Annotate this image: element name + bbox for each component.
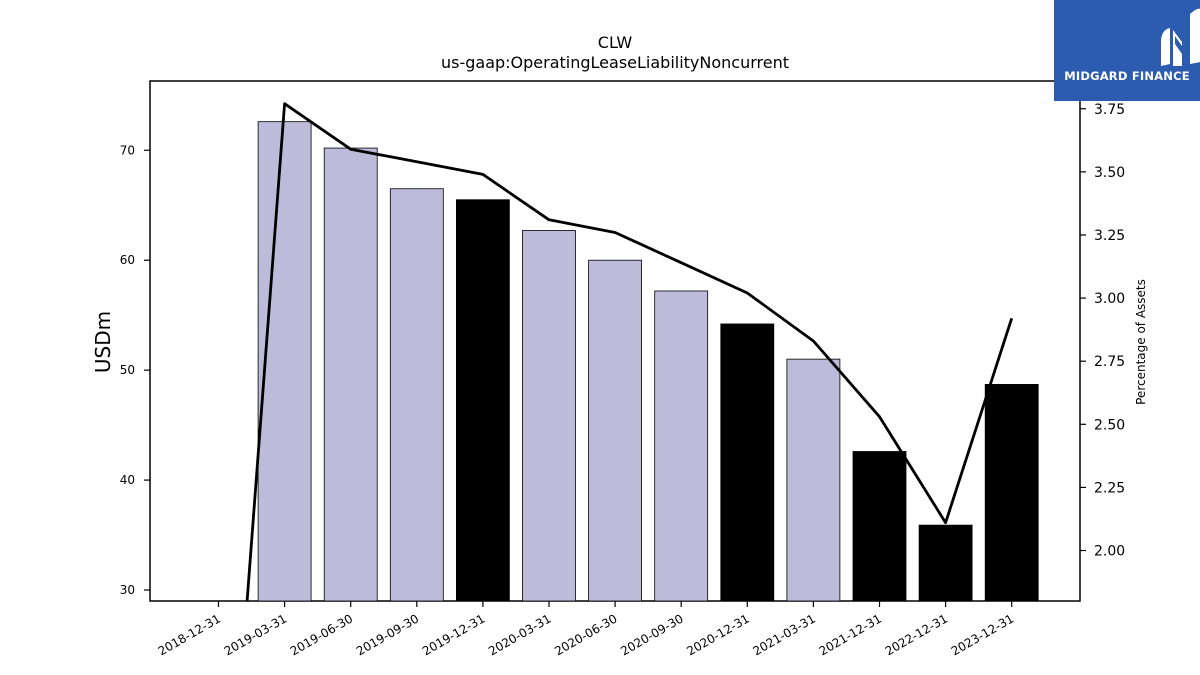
y2-tick-label: 2.50: [1094, 417, 1125, 433]
y-tick-label: 50: [120, 363, 135, 377]
brand-logo: MIDGARD FINANCE: [1054, 0, 1200, 101]
x-tick-label: 2020-06-30: [552, 611, 619, 658]
x-tick-label: 2020-03-31: [486, 611, 553, 658]
x-tick-label: 2022-12-31: [883, 611, 950, 658]
x-tick-label: 2019-12-31: [420, 611, 487, 658]
x-tick-label: 2021-12-31: [817, 611, 884, 658]
y2-tick-label: 2.25: [1094, 480, 1125, 496]
bar-2021-03-31: [786, 358, 841, 602]
x-tick-label: 2019-09-30: [354, 611, 421, 658]
y2-tick-label: 2.00: [1094, 544, 1125, 560]
midgard-m-logo-icon: [1161, 8, 1200, 66]
y-tick-label: 30: [120, 583, 135, 597]
x-tick-label: 2019-03-31: [222, 611, 289, 658]
bar-2023-12-31: [984, 384, 1039, 602]
chart-title: CLW: [597, 33, 633, 52]
x-tick-label: 2020-12-31: [684, 611, 751, 658]
y2-tick-label: 3.00: [1094, 291, 1125, 307]
bar-2022-12-31: [918, 524, 973, 602]
y-tick-label: 70: [120, 143, 135, 157]
y2-axis-label: Percentage of Assets: [1134, 279, 1148, 405]
y2-tick-label: 3.25: [1094, 228, 1125, 244]
bar-2019-09-30: [389, 188, 444, 602]
x-tick-label: 2021-03-31: [750, 611, 817, 658]
y-tick-label: 60: [120, 253, 135, 267]
bar-2020-03-31: [522, 230, 576, 602]
bar-2021-12-31: [852, 451, 907, 602]
bar-2020-12-31: [720, 323, 775, 602]
bar-2020-06-30: [588, 259, 642, 602]
y2-tick-label: 3.50: [1094, 165, 1125, 181]
percentage-of-assets-line: [245, 102, 1014, 602]
bar-2019-12-31: [455, 199, 510, 602]
y-axis-label: USDm: [91, 311, 115, 373]
brand-name: MIDGARD FINANCE: [1064, 69, 1190, 83]
y2-tick-label: 2.75: [1094, 354, 1125, 370]
x-tick-label: 2019-06-30: [288, 611, 355, 658]
y2-tick-label: 3.75: [1094, 102, 1125, 118]
x-tick-label: 2020-09-30: [618, 611, 685, 658]
x-tick-label: 2018-12-31: [156, 611, 223, 658]
bar-2019-06-30: [323, 147, 378, 602]
x-tick-label: 2023-12-31: [949, 611, 1016, 658]
bar-2020-09-30: [654, 290, 709, 602]
y-tick-label: 40: [120, 473, 135, 487]
chart-subtitle: us-gaap:OperatingLeaseLiabilityNoncurren…: [440, 53, 790, 72]
